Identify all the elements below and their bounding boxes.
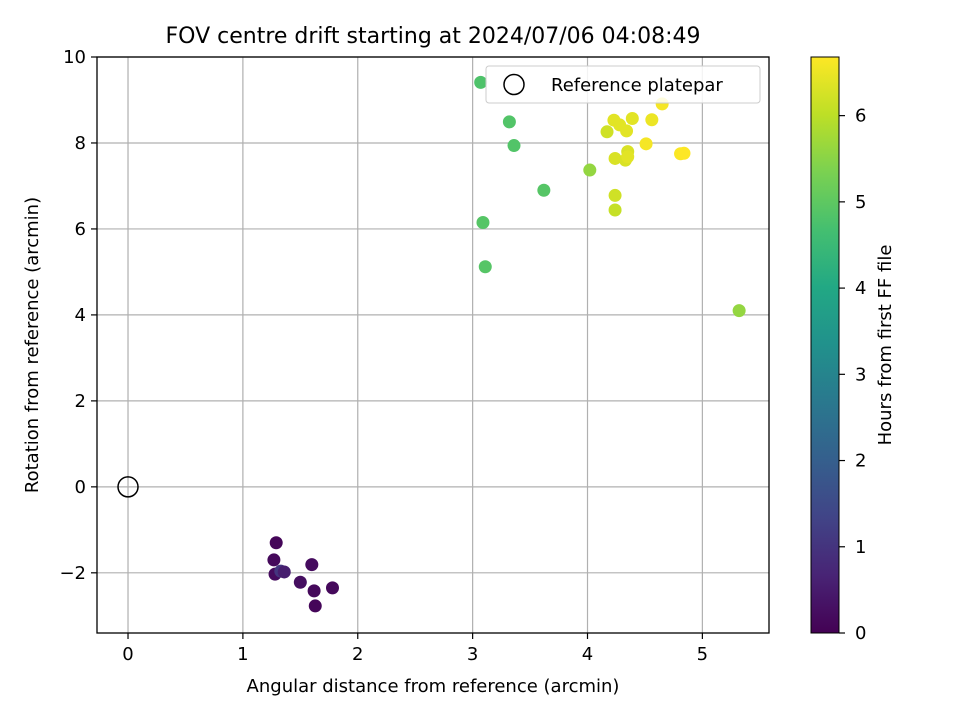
data-point <box>277 565 291 579</box>
plot-area: 0 1 2 3 4 5 −2 0 2 4 6 8 10 <box>59 47 770 665</box>
legend-marker <box>503 73 525 96</box>
data-point <box>267 553 281 567</box>
x-tick-label: 2 <box>352 644 363 665</box>
data-point <box>600 125 614 139</box>
y-tick-label: 8 <box>75 133 86 154</box>
x-tick-label: 1 <box>237 644 248 665</box>
y-axis-label: Rotation from reference (arcmin) <box>22 197 43 493</box>
colorbar-tick-label: 1 <box>855 537 866 558</box>
reference-marker <box>117 476 139 498</box>
plot-background <box>97 57 769 633</box>
data-point <box>608 188 622 202</box>
scatter-points <box>267 75 746 613</box>
colorbar-ticks: 0 1 2 3 4 5 6 <box>839 106 866 644</box>
reference-point <box>117 476 139 498</box>
plot-frame <box>96 56 770 634</box>
colorbar: 0 1 2 3 4 5 6 Hours from first FF file <box>810 56 896 644</box>
colorbar-label: Hours from first FF file <box>875 245 896 446</box>
colorbar-tick-label: 6 <box>855 106 866 127</box>
data-point <box>608 151 622 165</box>
data-point <box>478 260 492 274</box>
y-tick-label: 4 <box>75 305 86 326</box>
x-tick-label: 5 <box>697 644 708 665</box>
data-point <box>677 146 691 160</box>
y-tick-label: 6 <box>75 219 86 240</box>
data-point <box>325 581 339 595</box>
y-tick-label: 2 <box>75 391 86 412</box>
data-point <box>502 115 516 129</box>
data-point <box>732 304 746 318</box>
data-point <box>305 558 319 572</box>
x-tick-label: 3 <box>467 644 478 665</box>
data-point <box>307 584 321 598</box>
data-point <box>621 150 635 164</box>
grid <box>97 56 769 633</box>
data-point <box>293 575 307 589</box>
chart-title: FOV centre drift starting at 2024/07/06 … <box>166 24 701 49</box>
y-tick-label: 10 <box>63 47 86 68</box>
data-point <box>625 111 639 125</box>
data-point <box>474 75 488 89</box>
x-tick-label: 4 <box>582 644 593 665</box>
data-point <box>476 215 490 229</box>
data-point <box>507 139 521 153</box>
data-point <box>537 183 551 197</box>
data-point <box>645 113 659 127</box>
y-tick-label: 0 <box>75 477 86 498</box>
colorbar-tick-label: 3 <box>855 364 866 385</box>
y-tick-label: −2 <box>59 563 86 584</box>
data-point <box>608 203 622 217</box>
legend-box <box>485 65 761 104</box>
data-point <box>639 137 653 151</box>
data-point <box>269 536 283 550</box>
colorbar-tick-label: 0 <box>855 623 866 644</box>
legend-entry-reference: Reference platepar <box>551 75 723 96</box>
legend: Reference platepar <box>485 65 761 104</box>
colorbar-tick-label: 4 <box>855 278 866 299</box>
data-point <box>620 124 634 138</box>
data-point <box>308 599 322 613</box>
x-tick-label: 0 <box>122 644 133 665</box>
colorbar-tick-label: 2 <box>855 451 866 472</box>
y-axis-ticks: −2 0 2 4 6 8 10 <box>59 47 97 584</box>
colorbar-gradient <box>810 56 840 634</box>
x-axis-label: Angular distance from reference (arcmin) <box>247 676 620 697</box>
colorbar-tick-label: 5 <box>855 192 866 213</box>
data-point <box>583 163 597 177</box>
x-axis-ticks: 0 1 2 3 4 5 <box>122 633 708 665</box>
